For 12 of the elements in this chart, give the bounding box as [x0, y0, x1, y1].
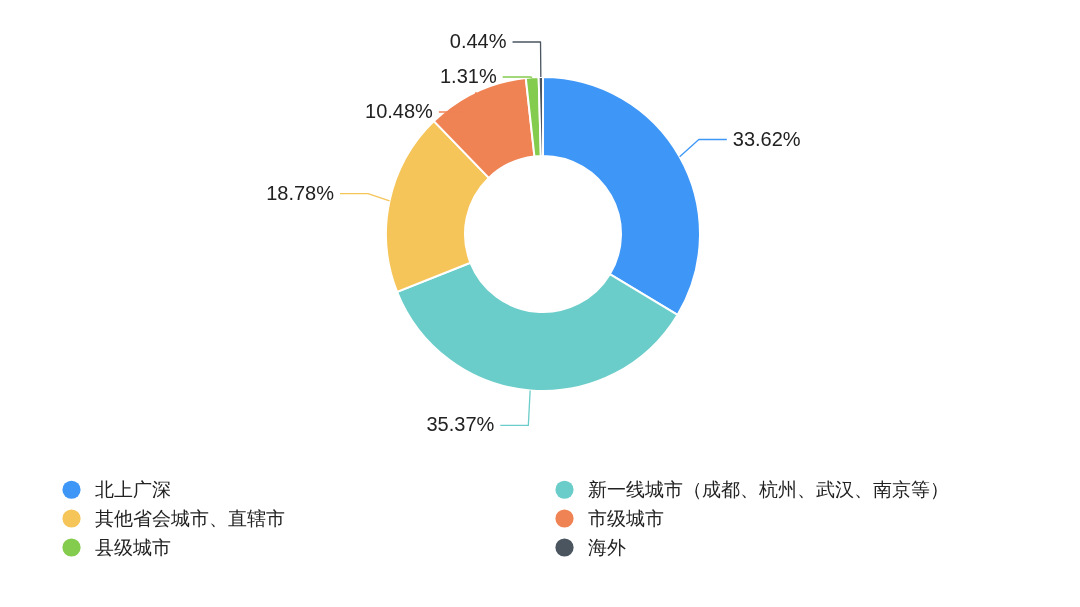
- legend-label: 海外: [588, 536, 626, 558]
- legend-label: 县级城市: [95, 536, 171, 558]
- legend-label: 北上广深: [95, 478, 171, 500]
- data-label: 10.48%: [365, 100, 434, 123]
- data-label: 33.62%: [732, 127, 801, 150]
- data-label: 35.37%: [426, 413, 495, 436]
- legend-label: 新一线城市（成都、杭州、武汉、南京等）: [588, 478, 949, 500]
- legend-label: 市级城市: [588, 507, 664, 529]
- legend-label: 其他省会城市、直辖市: [95, 507, 285, 529]
- data-label: 0.44%: [449, 30, 507, 53]
- data-label: 1.31%: [439, 65, 497, 88]
- data-label: 18.78%: [266, 181, 335, 204]
